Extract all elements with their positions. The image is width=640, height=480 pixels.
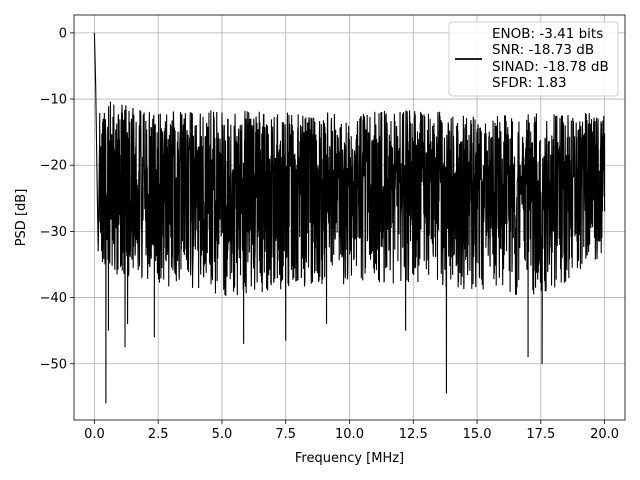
y-tick-label: −20 [40, 159, 67, 174]
legend-snr: SNR: -18.73 dB [492, 42, 594, 58]
y-tick-label: 0 [59, 26, 67, 41]
legend-box [448, 21, 619, 97]
x-tick-label: 0.0 [84, 427, 105, 442]
x-tick-label: 10.0 [335, 427, 364, 442]
x-axis: 0.0 2.5 5.0 7.5 10.0 12.5 15.0 17.5 20.0 [84, 420, 619, 442]
y-axis-label: PSD [dB] [14, 189, 29, 247]
legend-sinad: SINAD: -18.78 dB [492, 59, 609, 75]
legend-enob: ENOB: -3.41 bits [492, 26, 603, 42]
y-tick-label: −10 [40, 93, 67, 108]
y-tick-label: −30 [40, 225, 67, 240]
y-axis: 0 −10 −20 −30 −40 −50 [40, 26, 74, 372]
x-tick-label: 20.0 [590, 427, 619, 442]
x-tick-label: 17.5 [526, 427, 555, 442]
y-tick-label: −40 [40, 291, 67, 306]
legend-sfdr: SFDR: 1.83 [492, 75, 567, 91]
x-tick-label: 5.0 [212, 427, 233, 442]
y-tick-label: −50 [40, 357, 67, 372]
legend: ENOB: -3.41 bits SNR: -18.73 dB SINAD: -… [448, 21, 619, 97]
psd-series-line [93, 32, 606, 404]
x-axis-label: Frequency [MHz] [295, 451, 404, 466]
x-tick-label: 7.5 [275, 427, 296, 442]
x-tick-label: 12.5 [399, 427, 428, 442]
x-tick-label: 2.5 [148, 427, 169, 442]
x-tick-label: 15.0 [463, 427, 492, 442]
